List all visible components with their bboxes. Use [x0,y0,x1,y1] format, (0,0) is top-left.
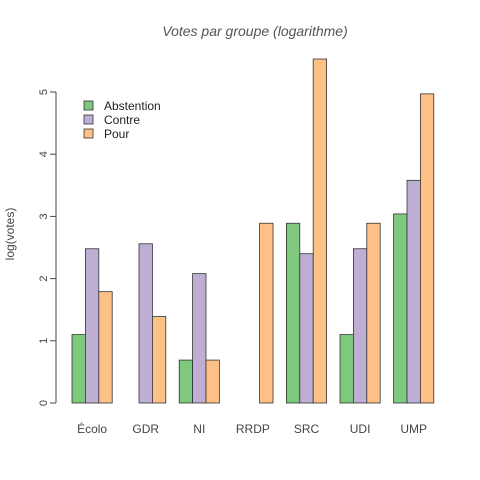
bar-pour [312,58,328,404]
bar-abstention [285,222,301,404]
y-tick-label: 5 [38,89,50,95]
category-label: RRDP [236,422,270,436]
y-tick-label: 1 [38,338,50,344]
bar-contre [352,248,368,404]
legend-label: Pour [104,127,129,141]
y-tick-label: 4 [38,151,50,157]
bar-contre [406,179,421,404]
bar-pour [151,316,167,404]
bar-pour [259,222,274,404]
y-axis-ticks: 0 1 2 3 4 5 [38,89,56,406]
bar-abstention [178,359,193,404]
legend-label: Contre [104,113,140,127]
category-label: Écolo [77,421,107,436]
legend-label: Abstention [104,99,161,113]
legend-swatch [83,114,94,125]
bar-pour [205,359,220,404]
category-label: GDR [132,422,159,436]
bar-contre [192,273,207,404]
category-label: SRC [294,422,320,436]
bar-abstention [393,213,408,404]
bars [71,58,435,404]
bar-pour [419,93,435,404]
legend-swatch [83,128,94,139]
bar-pour [366,222,381,404]
bar-contre [299,253,314,404]
category-label: UDI [350,422,371,436]
category-labels: Écolo GDR NI RRDP SRC UDI UMP [77,421,427,436]
bar-abstention [71,334,86,404]
legend-swatch [83,100,94,111]
category-label: NI [193,422,205,436]
bar-pour [98,291,113,404]
bar-abstention [339,334,354,404]
y-axis-label: log(votes) [3,208,17,261]
y-tick-label: 3 [38,213,50,219]
category-label: UMP [400,422,427,436]
bar-contre [85,248,100,404]
y-tick-label: 2 [38,276,50,282]
y-tick-label: 0 [38,400,50,406]
bar-contre [138,243,153,404]
chart-title: Votes par groupe (logarithme) [162,23,347,39]
